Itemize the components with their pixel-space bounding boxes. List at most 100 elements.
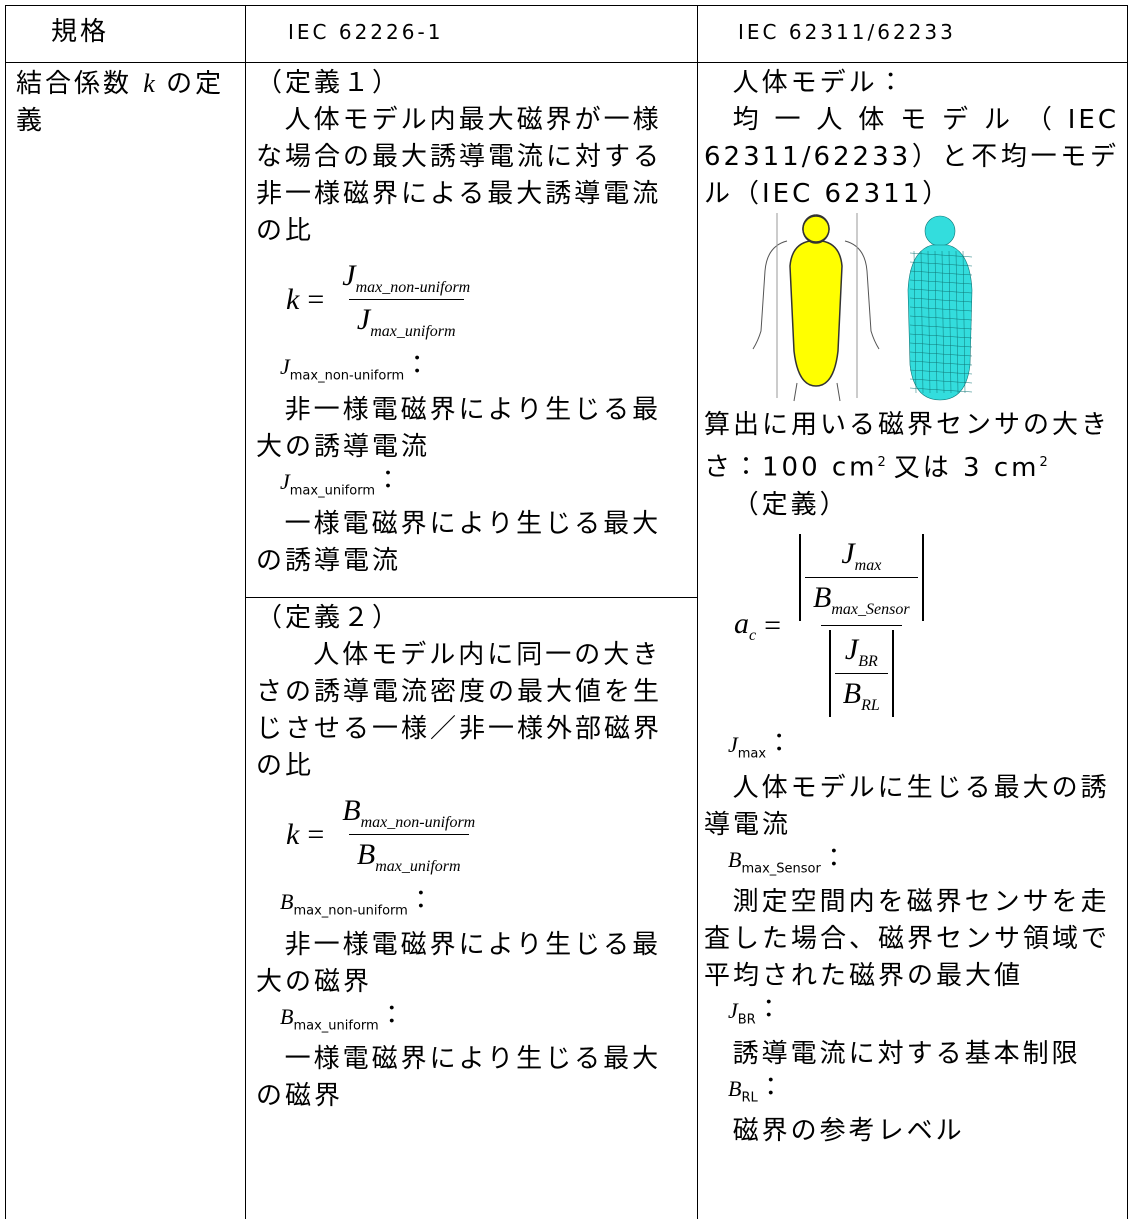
definition-title: （定義２）: [256, 603, 402, 633]
formula: ac = Jmax Bmax_Sensor JBR BRL: [734, 530, 1119, 722]
symbol: J: [728, 732, 738, 758]
subscript: max_uniform: [370, 323, 456, 341]
definition-cell: 人体モデル： 均一人体モデル（IEC 62311/62233）と不均一モデル（IE…: [697, 62, 1128, 1219]
term-colon: ：: [375, 465, 405, 496]
fraction: Bmax_non-uniform Bmax_uniform: [334, 791, 483, 878]
symbol: J: [356, 303, 371, 337]
definition-title: （定義１）: [256, 68, 402, 98]
sensor-text: 算出に用いる磁界センサの大きさ：100 cm2 又は 3 cm2: [704, 407, 1119, 487]
header-text: IEC 62311/62233: [738, 20, 956, 44]
definition-text: 人体モデル内に同一の大きさの誘導電流密度の最大値を生じさせる一様／非一様外部磁界…: [256, 640, 663, 781]
subscript: RL: [861, 697, 880, 715]
term-text: 一様電磁界により生じる最大の磁界: [256, 1044, 662, 1112]
denominator: BRL: [834, 673, 888, 717]
math-symbol: Jmax_uniform: [280, 468, 375, 499]
symbol: B: [728, 1075, 742, 1101]
symbol: B: [356, 838, 376, 872]
term: Jmax：: [728, 729, 1119, 769]
symbol: k: [286, 282, 300, 316]
term-colon: ：: [755, 995, 785, 1026]
subscript: max_uniform: [293, 1018, 379, 1034]
numerator: Jmax: [833, 534, 889, 577]
term: BRL：: [728, 1073, 1119, 1113]
subscript: max_non-uniform: [289, 368, 405, 384]
term-text: 磁界の参考レベル: [732, 1115, 965, 1146]
term: JBR：: [728, 995, 1119, 1035]
term-colon: ：: [407, 886, 437, 917]
numerator: Jmax_non-uniform: [334, 256, 478, 299]
term-text: 人体モデルに生じる最大の誘導電流: [704, 772, 1110, 840]
definition-text: 人体モデル内最大磁界が一様な場合の最大誘導電流に対する非一様磁界による最大誘導電…: [256, 105, 663, 246]
subscript: max_Sensor: [831, 600, 910, 618]
term: Bmax_uniform：: [280, 1001, 689, 1041]
header-text: IEC 62226-1: [288, 20, 444, 44]
term: Jmax_non-uniform：: [280, 351, 689, 391]
math-symbol: Bmax_non-uniform: [342, 794, 475, 831]
bracket: Jmax Bmax_Sensor: [799, 533, 924, 622]
term-colon: ：: [757, 1072, 787, 1103]
numerator: Jmax Bmax_Sensor: [791, 530, 932, 625]
exponent: 2: [877, 455, 886, 470]
model-text: 均一人体モデル（IEC 62311/62233）と不均一モデル（IEC 6231…: [704, 105, 1119, 209]
symbol: J: [844, 633, 859, 667]
math-symbol: Jmax_non-uniform: [342, 259, 470, 296]
symbol: B: [842, 677, 862, 711]
subscript: RL: [741, 1089, 758, 1105]
bracket: JBR BRL: [828, 630, 894, 718]
term-colon: ：: [404, 351, 434, 382]
symbol: J: [728, 998, 738, 1024]
symbol: B: [813, 580, 832, 614]
equals: =: [764, 608, 782, 642]
header-cell: 規格: [5, 5, 246, 63]
definition-cell: （定義１） 人体モデル内最大磁界が一様な場合の最大誘導電流に対する非一様磁界による…: [245, 62, 698, 598]
subscript: max_non-uniform: [293, 903, 408, 919]
math-symbol: Jmax: [728, 732, 766, 761]
fraction: JBR BRL: [834, 630, 888, 717]
symbol: J: [342, 259, 356, 292]
term: Jmax_uniform：: [280, 466, 689, 506]
definition-title: （定義）: [732, 489, 849, 520]
subscript: max_non-uniform: [360, 814, 476, 831]
math-symbol: ac: [734, 606, 756, 645]
definition-cell: （定義２） 人体モデル内に同一の大きさの誘導電流密度の最大値を生じさせる一様／非一…: [245, 597, 698, 1219]
symbol: k: [286, 817, 300, 851]
symbol: B: [728, 846, 742, 872]
term-colon: ：: [766, 729, 796, 760]
subscript: BR: [737, 1012, 756, 1028]
denominator: Jmax_uniform: [348, 299, 464, 343]
numerator: JBR: [837, 630, 886, 673]
math-symbol: Bmax_uniform: [280, 1003, 379, 1034]
symbol: J: [280, 468, 290, 494]
math-symbol: Bmax_non-uniform: [280, 889, 408, 918]
math-symbol: Bmax_Sensor: [813, 580, 910, 618]
math-symbol: BRL: [842, 677, 880, 714]
symbol: J: [841, 536, 855, 570]
sensor-text: 算出に用いる磁界センサの大きさ：100 cm: [704, 410, 1111, 483]
term: Bmax_non-uniform：: [280, 886, 689, 926]
label-symbol: k: [143, 69, 155, 98]
denominator: JBR BRL: [820, 625, 902, 721]
math-symbol: Jmax_uniform: [356, 303, 456, 340]
subscript: max: [854, 556, 882, 574]
sensor-text: 又は 3 cm: [893, 452, 1040, 483]
symbol: B: [280, 1003, 294, 1029]
term-text: 測定空間内を磁界センサを走査した場合、磁界センサ領域で平均された磁界の最大値: [704, 887, 1111, 992]
math-symbol: Jmax: [841, 536, 881, 574]
equals: =: [307, 817, 325, 851]
subscript: max_non-uniform: [355, 279, 471, 296]
formula: k = Bmax_non-uniform Bmax_uniform: [286, 791, 689, 878]
term-colon: ：: [378, 1000, 408, 1031]
symbol: B: [280, 889, 294, 915]
symbol: a: [734, 606, 749, 640]
numerator: Bmax_non-uniform: [334, 791, 483, 834]
subscript: max_uniform: [289, 483, 375, 499]
label-cell: 結合係数 k の定義: [5, 62, 246, 1219]
subscript: c: [749, 626, 757, 644]
math-symbol: Jmax_non-uniform: [280, 354, 404, 383]
math-symbol: JBR: [844, 633, 878, 670]
term-text: 誘導電流に対する基本制限: [732, 1038, 1081, 1069]
term-colon: ：: [820, 843, 850, 874]
math-symbol: JBR: [728, 998, 756, 1027]
human-model-figure: [752, 213, 973, 402]
